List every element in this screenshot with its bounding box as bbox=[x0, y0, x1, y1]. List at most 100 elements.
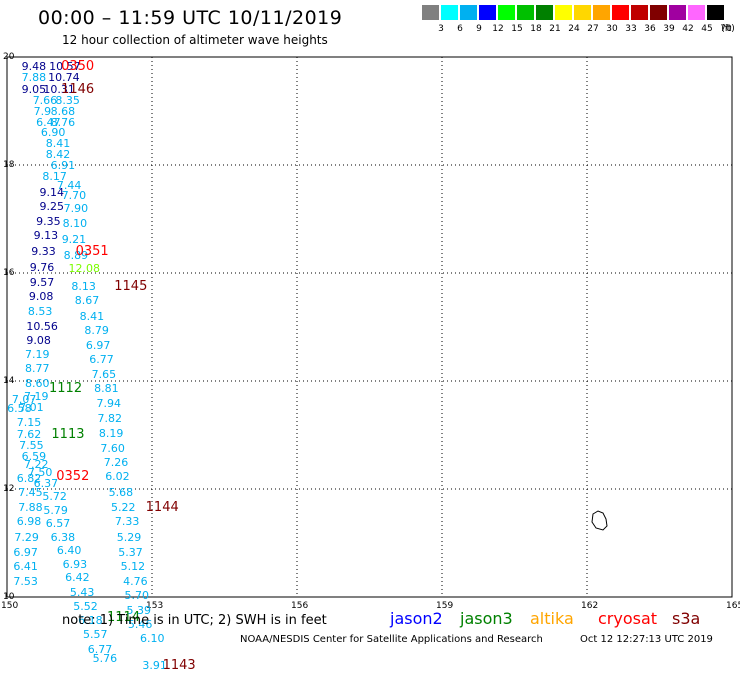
wave-height-value: 5.72 bbox=[42, 490, 67, 504]
wave-height-value: 6.47 bbox=[36, 115, 61, 129]
generated-timestamp: Oct 12 12:27:13 UTC 2019 bbox=[580, 634, 713, 645]
plot-frame bbox=[6, 56, 733, 598]
wave-height-value: 7.44 bbox=[56, 178, 82, 192]
legend-swatch bbox=[479, 5, 496, 20]
wave-height-value: 7.55 bbox=[19, 438, 44, 452]
wave-height-value: 7.88 bbox=[18, 500, 43, 514]
map-subtitle: 12 hour collection of altimeter wave hei… bbox=[62, 33, 328, 47]
wave-height-value: 6.42 bbox=[65, 571, 90, 585]
wave-height-value: 5.12 bbox=[120, 560, 146, 574]
wave-height-value: 8.17 bbox=[42, 169, 67, 183]
wave-height-value: 5.52 bbox=[73, 599, 98, 613]
wave-height-value: 12.08 bbox=[68, 261, 100, 275]
legend-label: 6 bbox=[457, 24, 463, 34]
wave-height-value: 6.97 bbox=[85, 338, 111, 352]
wave-height-value: 9.08 bbox=[26, 333, 51, 347]
legend-label: 21 bbox=[549, 24, 561, 34]
satellite-name-altika: altika bbox=[530, 609, 574, 628]
wave-height-value: 6.58 bbox=[7, 402, 32, 416]
satellite-name-jason2: jason2 bbox=[390, 609, 443, 628]
wave-height-value: 5.29 bbox=[116, 530, 142, 544]
wave-height-value: 5.57 bbox=[82, 627, 108, 641]
wave-height-value: 7.62 bbox=[16, 428, 42, 441]
wave-height-value: 6.98 bbox=[16, 515, 42, 529]
wave-height-value: 6.77 bbox=[89, 353, 114, 367]
wave-height-value: 8.41 bbox=[45, 137, 71, 151]
wave-height-value: 8.77 bbox=[24, 362, 50, 376]
legend-swatch bbox=[688, 5, 705, 20]
legend-swatch bbox=[536, 5, 553, 20]
pass-time-label: 1113 bbox=[51, 427, 85, 442]
wave-height-value: 8.67 bbox=[74, 294, 100, 308]
wave-height-value: 7.22 bbox=[24, 457, 49, 471]
longitude-tick-label: 162 bbox=[581, 601, 599, 611]
lat-lon-grid bbox=[7, 57, 732, 597]
wave-height-value: 5.43 bbox=[69, 585, 95, 599]
wave-height-value: 9.14 bbox=[39, 186, 64, 200]
pass-time-label: 0350 bbox=[61, 58, 95, 74]
latitude-tick-label: 16 bbox=[3, 268, 15, 278]
longitude-tick-label: 159 bbox=[436, 601, 454, 611]
wave-height-value: 5.37 bbox=[118, 545, 143, 559]
legend-label: 18 bbox=[530, 24, 542, 34]
pass-time-label: 1112 bbox=[49, 381, 83, 397]
wave-height-value: 7.60 bbox=[100, 441, 125, 455]
latitude-tick-label: 10 bbox=[3, 592, 15, 602]
wave-height-value: 5.39 bbox=[126, 603, 151, 617]
wave-height-value: 9.33 bbox=[31, 245, 56, 259]
wave-height-value: 7.94 bbox=[96, 396, 122, 410]
wave-height-value: 7.88 bbox=[21, 70, 47, 84]
wave-height-value: 6.97 bbox=[13, 545, 38, 559]
legend-label: 9 bbox=[476, 24, 482, 34]
legend-swatch bbox=[707, 5, 724, 20]
wave-height-value: 7.15 bbox=[16, 416, 42, 430]
legend-swatch bbox=[612, 5, 629, 20]
satellite-name-s3a: s3a bbox=[672, 609, 701, 628]
legend-swatch bbox=[441, 5, 458, 20]
wave-height-value: 8.35 bbox=[55, 94, 80, 108]
wave-height-value: 8.89 bbox=[63, 248, 89, 262]
latitude-tick-label: 20 bbox=[3, 52, 15, 62]
wave-height-value: 5.70 bbox=[124, 588, 150, 602]
satellite-name-jason3: jason3 bbox=[460, 609, 513, 628]
wave-height-value: 10.56 bbox=[26, 320, 58, 333]
wave-height-value: 5.46 bbox=[127, 618, 153, 632]
wave-height-value: 8.68 bbox=[50, 105, 76, 119]
wave-height-value: 9.25 bbox=[39, 200, 64, 214]
color-legend: 3 6 9 12 15 18 21 24 27 30 33 36 39 42 45 70 (ft) bbox=[422, 5, 738, 39]
wave-height-value: 9.48 bbox=[21, 59, 47, 73]
wave-height-value: 6.77 bbox=[87, 642, 113, 656]
wave-height-value: 7.19 bbox=[24, 390, 49, 404]
wave-height-value: 8.10 bbox=[62, 217, 88, 231]
wave-height-value: 9.21 bbox=[61, 232, 87, 246]
legend-label: 27 bbox=[587, 24, 599, 34]
latitude-tick-label: 14 bbox=[3, 376, 15, 386]
legend-label: 12 bbox=[492, 24, 504, 34]
wave-height-value: 7.50 bbox=[27, 465, 53, 479]
wave-height-value: 5.79 bbox=[43, 503, 68, 517]
credit-line: NOAA/NESDIS Center for Satellite Applica… bbox=[240, 634, 543, 645]
pass-time-label: 0351 bbox=[75, 244, 109, 260]
island-coastline bbox=[591, 510, 608, 531]
wave-height-value: 6.82 bbox=[16, 472, 42, 486]
wave-height-value: 7.90 bbox=[63, 202, 89, 216]
wave-height-value: 8.19 bbox=[98, 426, 124, 440]
wave-height-value: 6.18 bbox=[78, 614, 103, 628]
legend-label: 24 bbox=[568, 24, 580, 34]
wave-height-value: 6.41 bbox=[13, 560, 38, 574]
wave-height-value: 8.42 bbox=[45, 148, 71, 162]
wave-height-value: 8.53 bbox=[27, 304, 53, 318]
wave-height-value: 9.57 bbox=[29, 275, 55, 289]
legend-label: 70 bbox=[720, 24, 732, 34]
wave-height-value: 7.01 bbox=[19, 401, 44, 414]
pass-time-label: 1145 bbox=[114, 278, 148, 294]
legend-swatch bbox=[631, 5, 648, 20]
map-title: 00:00 – 11:59 UTC 10/11/2019 bbox=[38, 7, 343, 29]
legend-label: 33 bbox=[625, 24, 637, 34]
wave-height-value: 6.37 bbox=[33, 476, 59, 490]
longitude-tick-label: 165 bbox=[726, 601, 740, 611]
wave-height-value: 6.91 bbox=[50, 159, 76, 173]
wave-height-value: 9.13 bbox=[33, 229, 59, 243]
wave-height-value: 7.53 bbox=[13, 574, 38, 588]
wave-height-value: 8.13 bbox=[71, 279, 96, 293]
